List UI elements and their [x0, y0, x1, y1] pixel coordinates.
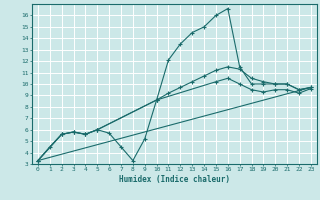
X-axis label: Humidex (Indice chaleur): Humidex (Indice chaleur)	[119, 175, 230, 184]
